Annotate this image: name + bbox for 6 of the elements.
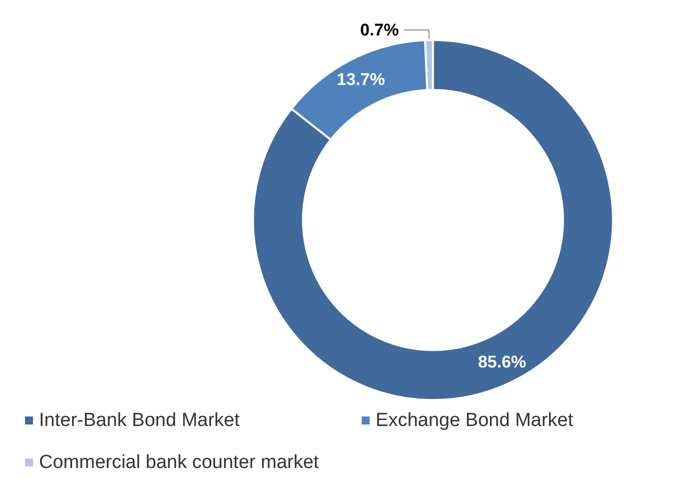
data-label: 85.6% <box>478 352 526 372</box>
data-label: 0.7% <box>360 20 399 40</box>
data-label: 13.7% <box>336 70 385 89</box>
legend-label: Commercial bank counter market <box>39 452 320 473</box>
legend-label: Exchange Bond Market <box>376 410 574 431</box>
legend-label: Inter-Bank Bond Market <box>39 410 240 431</box>
